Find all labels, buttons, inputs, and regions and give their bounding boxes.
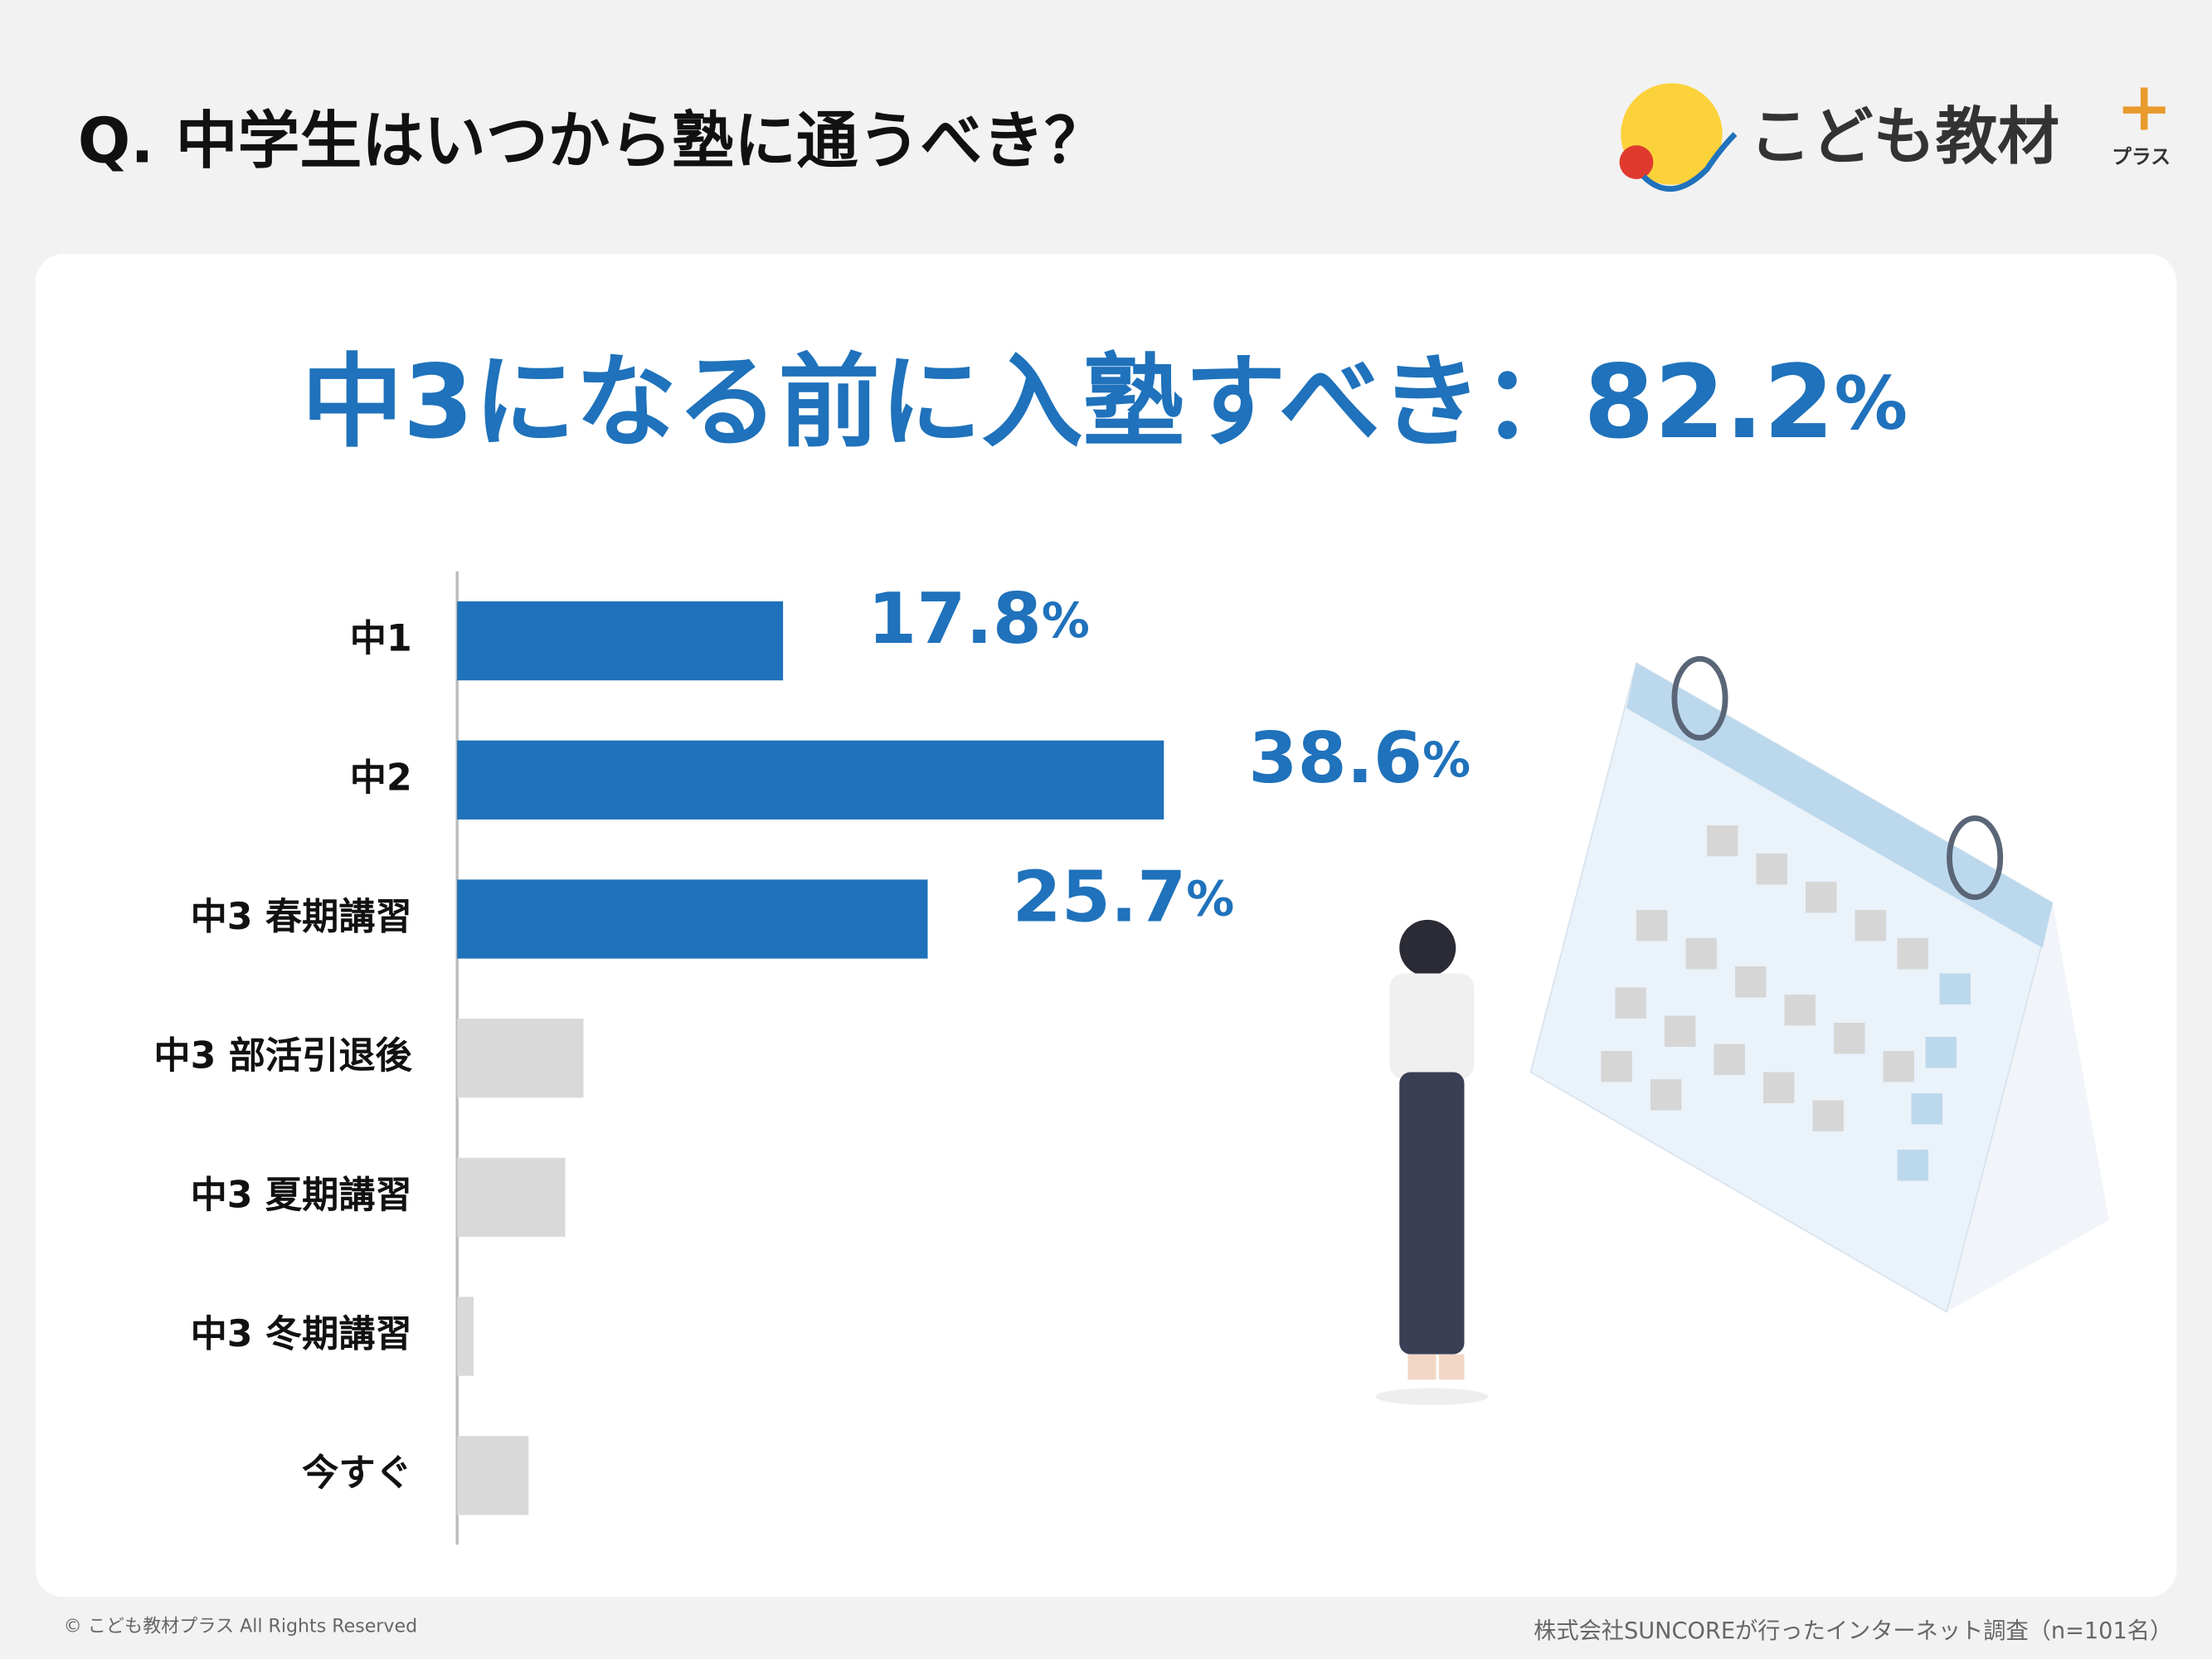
category-label: 中3 夏期講習 [191,1174,412,1216]
value-label: 38.6% [1248,718,1471,800]
calendar-highlight [1897,973,1971,1181]
text-part: 25.7 [1013,857,1187,939]
calendar-cells [1601,825,1928,1131]
text-part: 38.6 [1248,718,1422,800]
logo: こども教材 プラス [1619,83,2171,192]
person-ankle [1438,1354,1465,1380]
headline: 中3になる前に入塾すべき：82.2% [302,343,1908,461]
bar [457,1436,529,1515]
bar [457,879,928,959]
category-label: 中1 [350,618,412,660]
source: 株式会社SUNCOREが行ったインターネット調査（n=101名） [1534,1618,2172,1644]
shadow [1375,1388,1489,1405]
copyright: © こども教材プラス All Rights Reserved [64,1615,417,1637]
text-part: % [1186,871,1234,927]
person-pants [1399,1072,1465,1355]
bar [457,601,784,681]
calendar-ring [1671,655,1728,741]
calendar-ring [1947,815,2004,901]
logo-sub: プラス [2112,145,2171,168]
person-shirt [1389,973,1475,1080]
category-label: 中2 [350,757,412,799]
text-part: % [1042,592,1090,649]
text-part: % [1834,362,1908,447]
bar [457,1157,566,1237]
person-head [1399,919,1456,976]
category-label: 中3 春期講習 [191,896,412,938]
page-title: Q. 中学生はいつから塾に通うべき？ [78,105,1106,178]
card [35,254,2177,1598]
bar [457,1297,474,1376]
illustration [1375,655,2109,1405]
value-label: 17.8% [868,579,1090,661]
logo-plus [2122,87,2166,130]
person-ankle [1407,1354,1437,1380]
bar [457,740,1164,820]
logo-dot [1619,145,1654,179]
logo-text: こども教材 [1749,101,2059,173]
text-part: % [1422,732,1471,788]
text-part: 中3になる前に入塾すべき：82.2 [302,343,1835,461]
text-part: 17.8 [868,579,1042,661]
bar [457,1019,584,1098]
category-label: 今すぐ [302,1452,412,1495]
logo-swoosh [1641,132,1738,192]
category-label: 中3 冬期講習 [191,1313,412,1355]
value-label: 25.7% [1013,857,1235,939]
calendar-top [1626,663,2053,948]
category-label: 中3 部活引退後 [153,1035,412,1078]
